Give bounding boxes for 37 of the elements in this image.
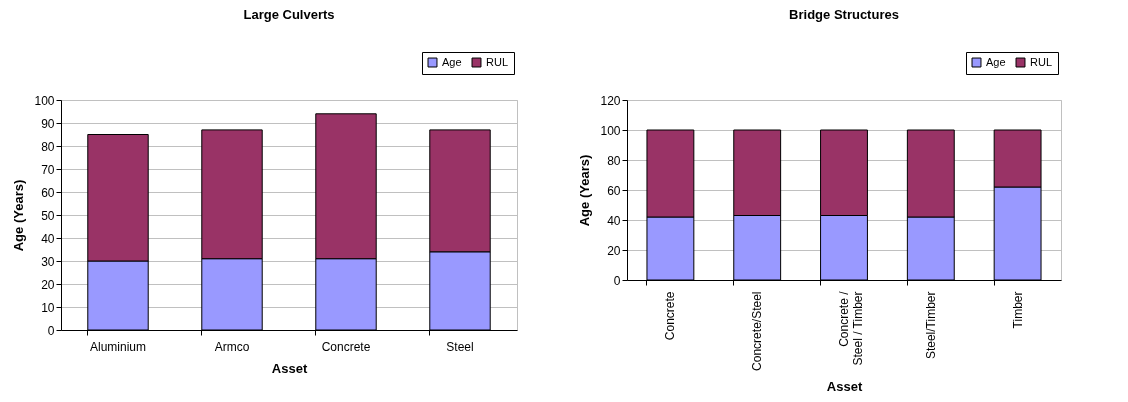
y-tick-label: 80: [607, 153, 621, 168]
x-tick-label: Concrete/Steel: [750, 291, 765, 371]
y-axis-title: Age (Years): [577, 154, 593, 227]
y-tick-label: 0: [613, 273, 621, 288]
legend-label: RUL: [486, 55, 509, 68]
y-tick-label: 120: [600, 93, 621, 108]
legend-label: RUL: [1030, 55, 1053, 68]
y-tick-label: 40: [41, 231, 55, 246]
x-tick-label: Steel: [446, 339, 474, 354]
y-tick-label: 100: [34, 93, 55, 108]
legend-label: Age: [986, 55, 1006, 68]
x-tick-label: Concrete: [321, 339, 371, 354]
y-tick-label: 60: [41, 185, 55, 200]
y-tick-label: 50: [41, 208, 55, 223]
x-axis-title: Asset: [271, 360, 308, 376]
y-tick-label: 10: [41, 300, 55, 315]
y-axis-title: Age (Years): [11, 179, 27, 252]
chart-title: Large Culverts: [243, 6, 335, 22]
chart-title: Bridge Structures: [789, 6, 899, 22]
y-tick-label: 100: [600, 123, 621, 138]
y-tick-label: 90: [41, 116, 55, 131]
x-tick-label: Timber: [1010, 291, 1025, 329]
x-tick-label: Armco: [214, 339, 250, 354]
x-axis-title: Asset: [826, 378, 863, 394]
legend-label: Age: [442, 55, 462, 68]
y-tick-label: 20: [41, 277, 55, 292]
y-tick-label: 80: [41, 139, 55, 154]
y-tick-label: 60: [607, 183, 621, 198]
x-tick-label: Steel/Timber: [923, 291, 938, 360]
y-tick-label: 70: [41, 162, 55, 177]
y-tick-label: 0: [47, 323, 55, 338]
y-tick-label: 20: [607, 243, 621, 258]
x-tick-label: Concrete: [663, 291, 678, 341]
y-tick-label: 30: [41, 254, 55, 269]
x-tick-label: Aluminium: [89, 339, 147, 354]
x-tick-label: Concrete / Steel / Timber: [837, 290, 865, 366]
y-tick-label: 40: [607, 213, 621, 228]
